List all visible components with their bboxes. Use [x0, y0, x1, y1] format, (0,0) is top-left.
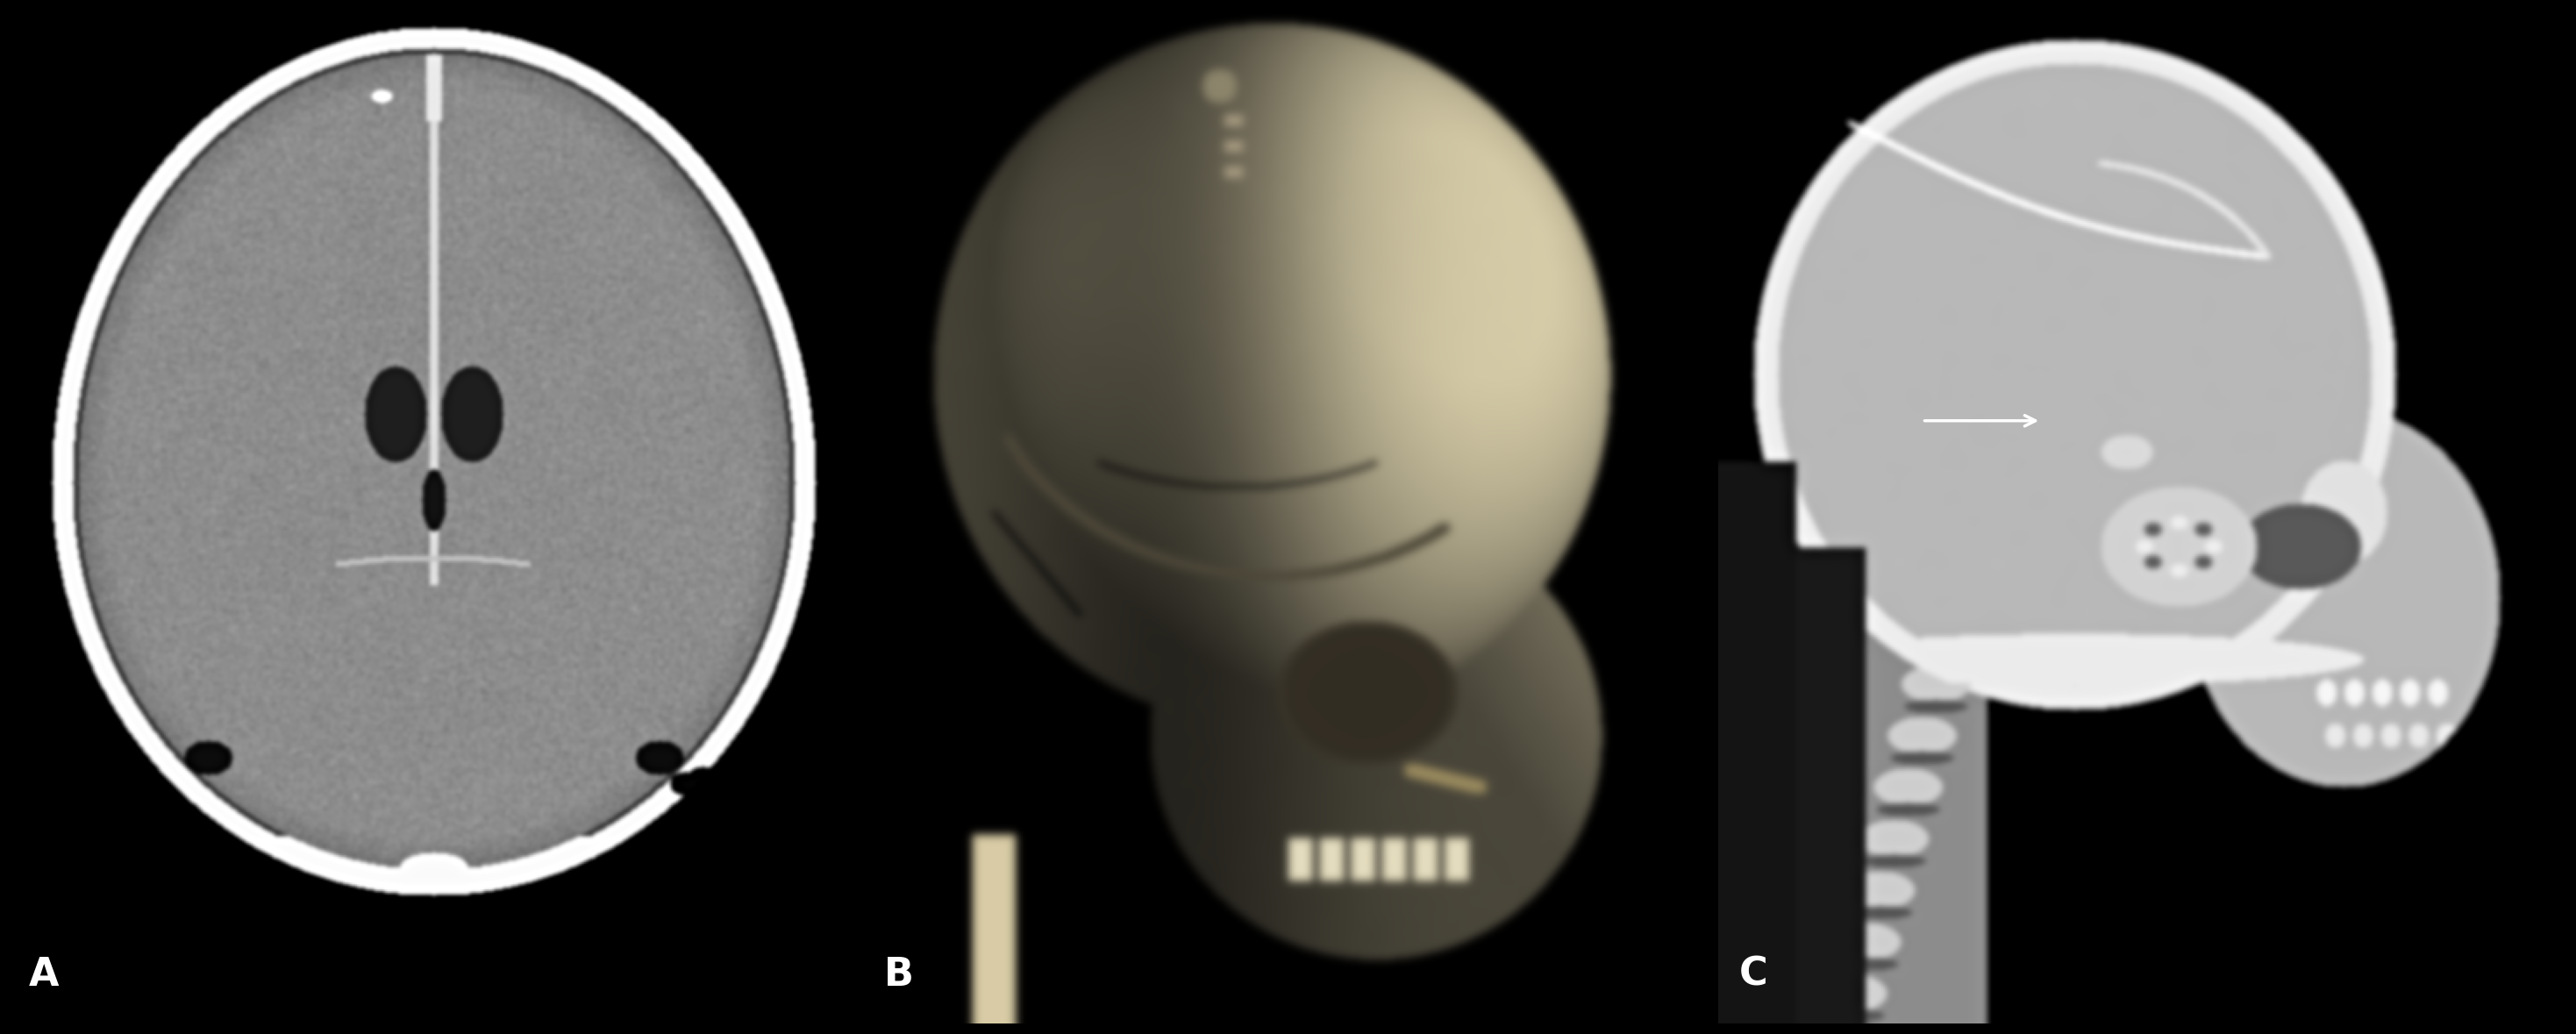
Text: A: A — [28, 955, 59, 994]
Text: C: C — [1739, 955, 1767, 994]
Text: B: B — [884, 955, 914, 994]
